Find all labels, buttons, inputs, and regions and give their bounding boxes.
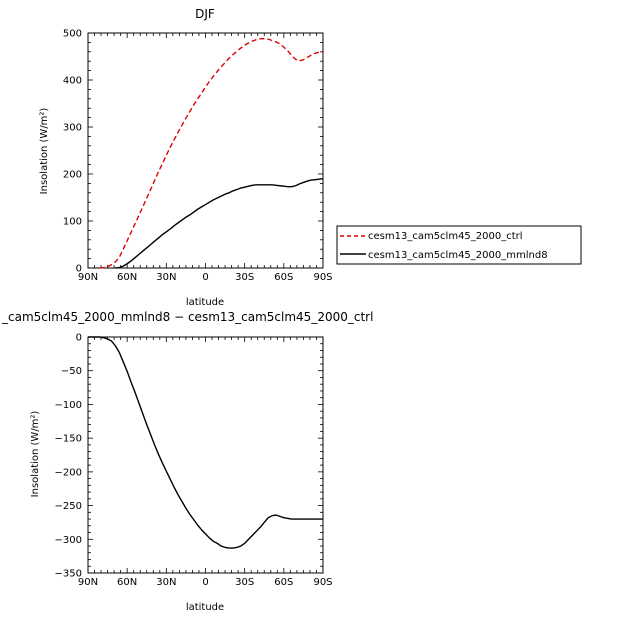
bottom-chart-title: _cam5clm45_2000_mmlnd8 − cesm13_cam5clm4… [1,310,373,324]
top-chart-xtick-label: 0 [202,272,208,283]
top-chart-ytick-label: 0 [76,264,82,275]
top-chart-xtick-label: 60N [117,272,137,283]
top-chart-ytick-label: 500 [63,29,82,40]
top-chart-xtick-label: 90N [78,272,98,283]
legend-label-mmlnd8: cesm13_cam5clm45_2000_mmlnd8 [368,250,548,261]
top-chart-frame [87,32,324,269]
bottom-chart-xtick-label: 60N [117,577,137,588]
bottom-chart-xtick-label: 30S [235,577,254,588]
bottom-chart-xtick-label: 60S [274,577,293,588]
bottom-chart-ytick-label: −300 [55,535,82,546]
bottom-chart-ytick-label: −350 [55,569,82,580]
legend-label-ctrl: cesm13_cam5clm45_2000_ctrl [368,231,523,242]
bottom-chart-frame [87,336,324,574]
top-chart-xtick-label: 90S [313,272,332,283]
top-chart-ytick-label: 400 [63,76,82,87]
top-chart-series-line-1 [115,178,324,269]
bottom-chart-ytick-label: −50 [61,366,82,377]
bottom-chart-ylabel: Insolation (W/m²) [30,411,41,498]
legend-box [336,225,582,265]
top-chart-ytick-label: 200 [63,170,82,181]
top-chart-ylabel: Insolation (W/m²) [39,108,50,195]
bottom-chart-xtick-label: 0 [202,577,208,588]
bottom-chart-xtick-label: 90S [313,577,332,588]
bottom-chart-ytick-label: −150 [55,434,82,445]
top-chart-series-line-0 [99,37,324,269]
bottom-chart-ytick-label: −200 [55,467,82,478]
bottom-chart-ytick-label: −100 [55,400,82,411]
legend: cesm13_cam5clm45_2000_ctrl cesm13_cam5cl… [336,225,582,265]
top-chart-xtick-label: 30N [156,272,176,283]
top-chart-title: DJF [195,7,215,21]
bottom-chart-ytick-label: 0 [76,333,82,344]
top-chart-xtick-label: 60S [274,272,293,283]
top-chart-ytick-label: 100 [63,217,82,228]
plot-layer: 90N 60N 30N 0 30S 60S 90S 0 100 200 300 400 500 90N 60… [55,29,333,589]
top-chart-xlabel: latitude [186,297,224,308]
bottom-chart-xlabel: latitude [186,602,224,613]
top-chart-ytick-label: 300 [63,123,82,134]
bottom-chart-ytick-label: −250 [55,501,82,512]
bottom-chart-xtick-label: 90N [78,577,98,588]
top-chart-xtick-label: 30S [235,272,254,283]
bottom-chart-series-line-0 [88,336,323,549]
bottom-chart-xtick-label: 30N [156,577,176,588]
